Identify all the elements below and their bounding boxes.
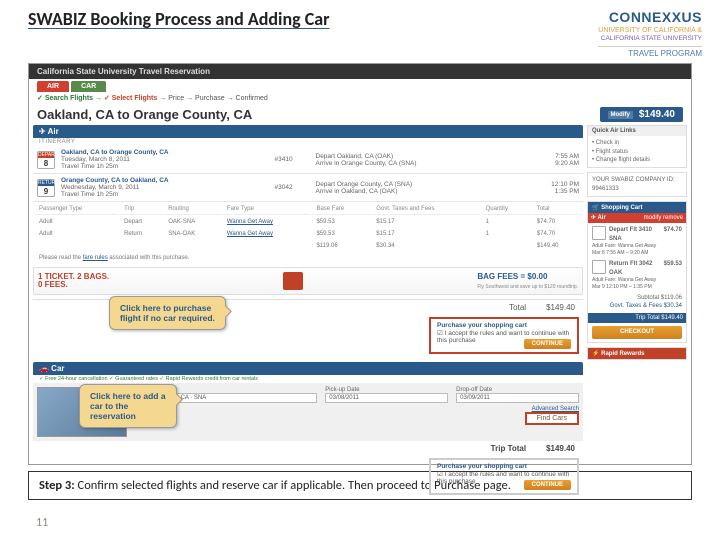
modify-link[interactable]: Modify (608, 111, 633, 119)
return-calendar-icon: RETURN 9 (37, 179, 55, 197)
page-number: 11 (36, 516, 48, 530)
calendar-icon (592, 226, 606, 240)
rapid-rewards-header: ⚡ Rapid Rewards (588, 348, 686, 359)
company-id: YOUR SWABIZ COMPANY ID: 99461333 (588, 173, 686, 196)
pickup-date-input[interactable]: 03/08/2011 (325, 393, 448, 403)
logo-sub1: UNIVERSITY OF CALIFORNIA & (598, 26, 702, 35)
route-heading: Oakland, CA to Orange County, CA (37, 107, 252, 122)
continue-button[interactable]: CONTINUE (524, 339, 571, 349)
advanced-search-link[interactable]: Advanced Search (133, 406, 579, 412)
depart-calendar-icon: DEPART 8 (37, 151, 55, 169)
table-row: AdultDepart OAK-SNAWanna Get Away $59.53… (35, 217, 581, 227)
price-value: $149.40 (639, 109, 675, 120)
checkout-button[interactable]: CHECKOUT (592, 326, 682, 338)
cart-modify-link[interactable]: modify (644, 215, 662, 221)
promo-banner: 1 TICKET. 2 BAGS.0 FEES. BAG FEES = $0.0… (33, 267, 583, 295)
cart-header: 🛒 Shopping Cart (588, 202, 686, 213)
bag-icon (283, 272, 303, 290)
step-purchase: Purchase (195, 95, 225, 102)
slide-title: SWABIZ Booking Process and Adding Car (28, 8, 330, 30)
tab-car[interactable]: CAR (71, 81, 106, 92)
price-badge: Modify $149.40 (600, 107, 684, 122)
callout-purchase-flight: Click here to purchase flight if no car … (109, 296, 226, 330)
step-search: ✓ Search Flights (37, 95, 93, 102)
air-section-header: ✈ Air (33, 125, 583, 138)
step-select: ✓ Select Flights (104, 95, 157, 102)
step-price: Price (168, 95, 184, 102)
itinerary-label: ITINERARY (33, 138, 583, 146)
callout-add-car: Click here to add a car to the reservati… (79, 384, 177, 428)
fare-rules-link[interactable]: fare rules (83, 255, 108, 261)
logo-sub2: CALIFORNIA STATE UNIVERSITY (598, 35, 702, 43)
logo-block: CONNEXXUS UNIVERSITY OF CALIFORNIA & CAL… (598, 8, 702, 59)
booking-screenshot: California State University Travel Reser… (28, 63, 692, 465)
trip-total: Trip Total $149.40 (33, 441, 583, 456)
table-row: AdultReturn SNA-OAKWanna Get Away $59.53… (35, 229, 581, 239)
progress-steps: ✓ Search Flights → ✓ Select Flights → Pr… (29, 92, 691, 104)
logo-main: CONNEXXUS (598, 8, 702, 26)
tab-air[interactable]: AIR (37, 81, 69, 92)
depart-row: DEPART 8 Oakland, CA to Orange County, C… (33, 146, 583, 174)
calendar-icon (592, 260, 606, 274)
step-confirmed: Confirmed (236, 95, 268, 102)
purchase-cart-box: Purchase your shopping cart ☑ I accept t… (429, 317, 579, 354)
fare-table: Passenger TypeTrip RoutingFare Type Base… (33, 202, 583, 253)
purchase-cart-box-2: Purchase your shopping cart ☑ I accept t… (429, 458, 579, 495)
quick-links[interactable]: • Check in • Flight status • Change flig… (588, 136, 686, 167)
cart-remove-link[interactable]: remove (663, 215, 683, 221)
logo-sub3: TRAVEL PROGRAM (598, 46, 702, 59)
dropoff-date-input[interactable]: 03/09/2011 (456, 393, 579, 403)
table-row: $119.06$30.34 $149.40 (35, 241, 581, 251)
quick-links-header: Quick Air Links (588, 126, 686, 136)
car-section-header: 🚗 Car (33, 362, 583, 375)
return-row: RETURN 9 Orange County, CA to Oakland, C… (33, 174, 583, 202)
car-badges: ✓ Free 24-hour cancellation ✓ Guaranteed… (33, 375, 583, 383)
top-bar: California State University Travel Reser… (29, 64, 691, 79)
find-cars-button[interactable]: Find Cars (525, 412, 579, 425)
continue-button-2[interactable]: CONTINUE (524, 480, 571, 490)
